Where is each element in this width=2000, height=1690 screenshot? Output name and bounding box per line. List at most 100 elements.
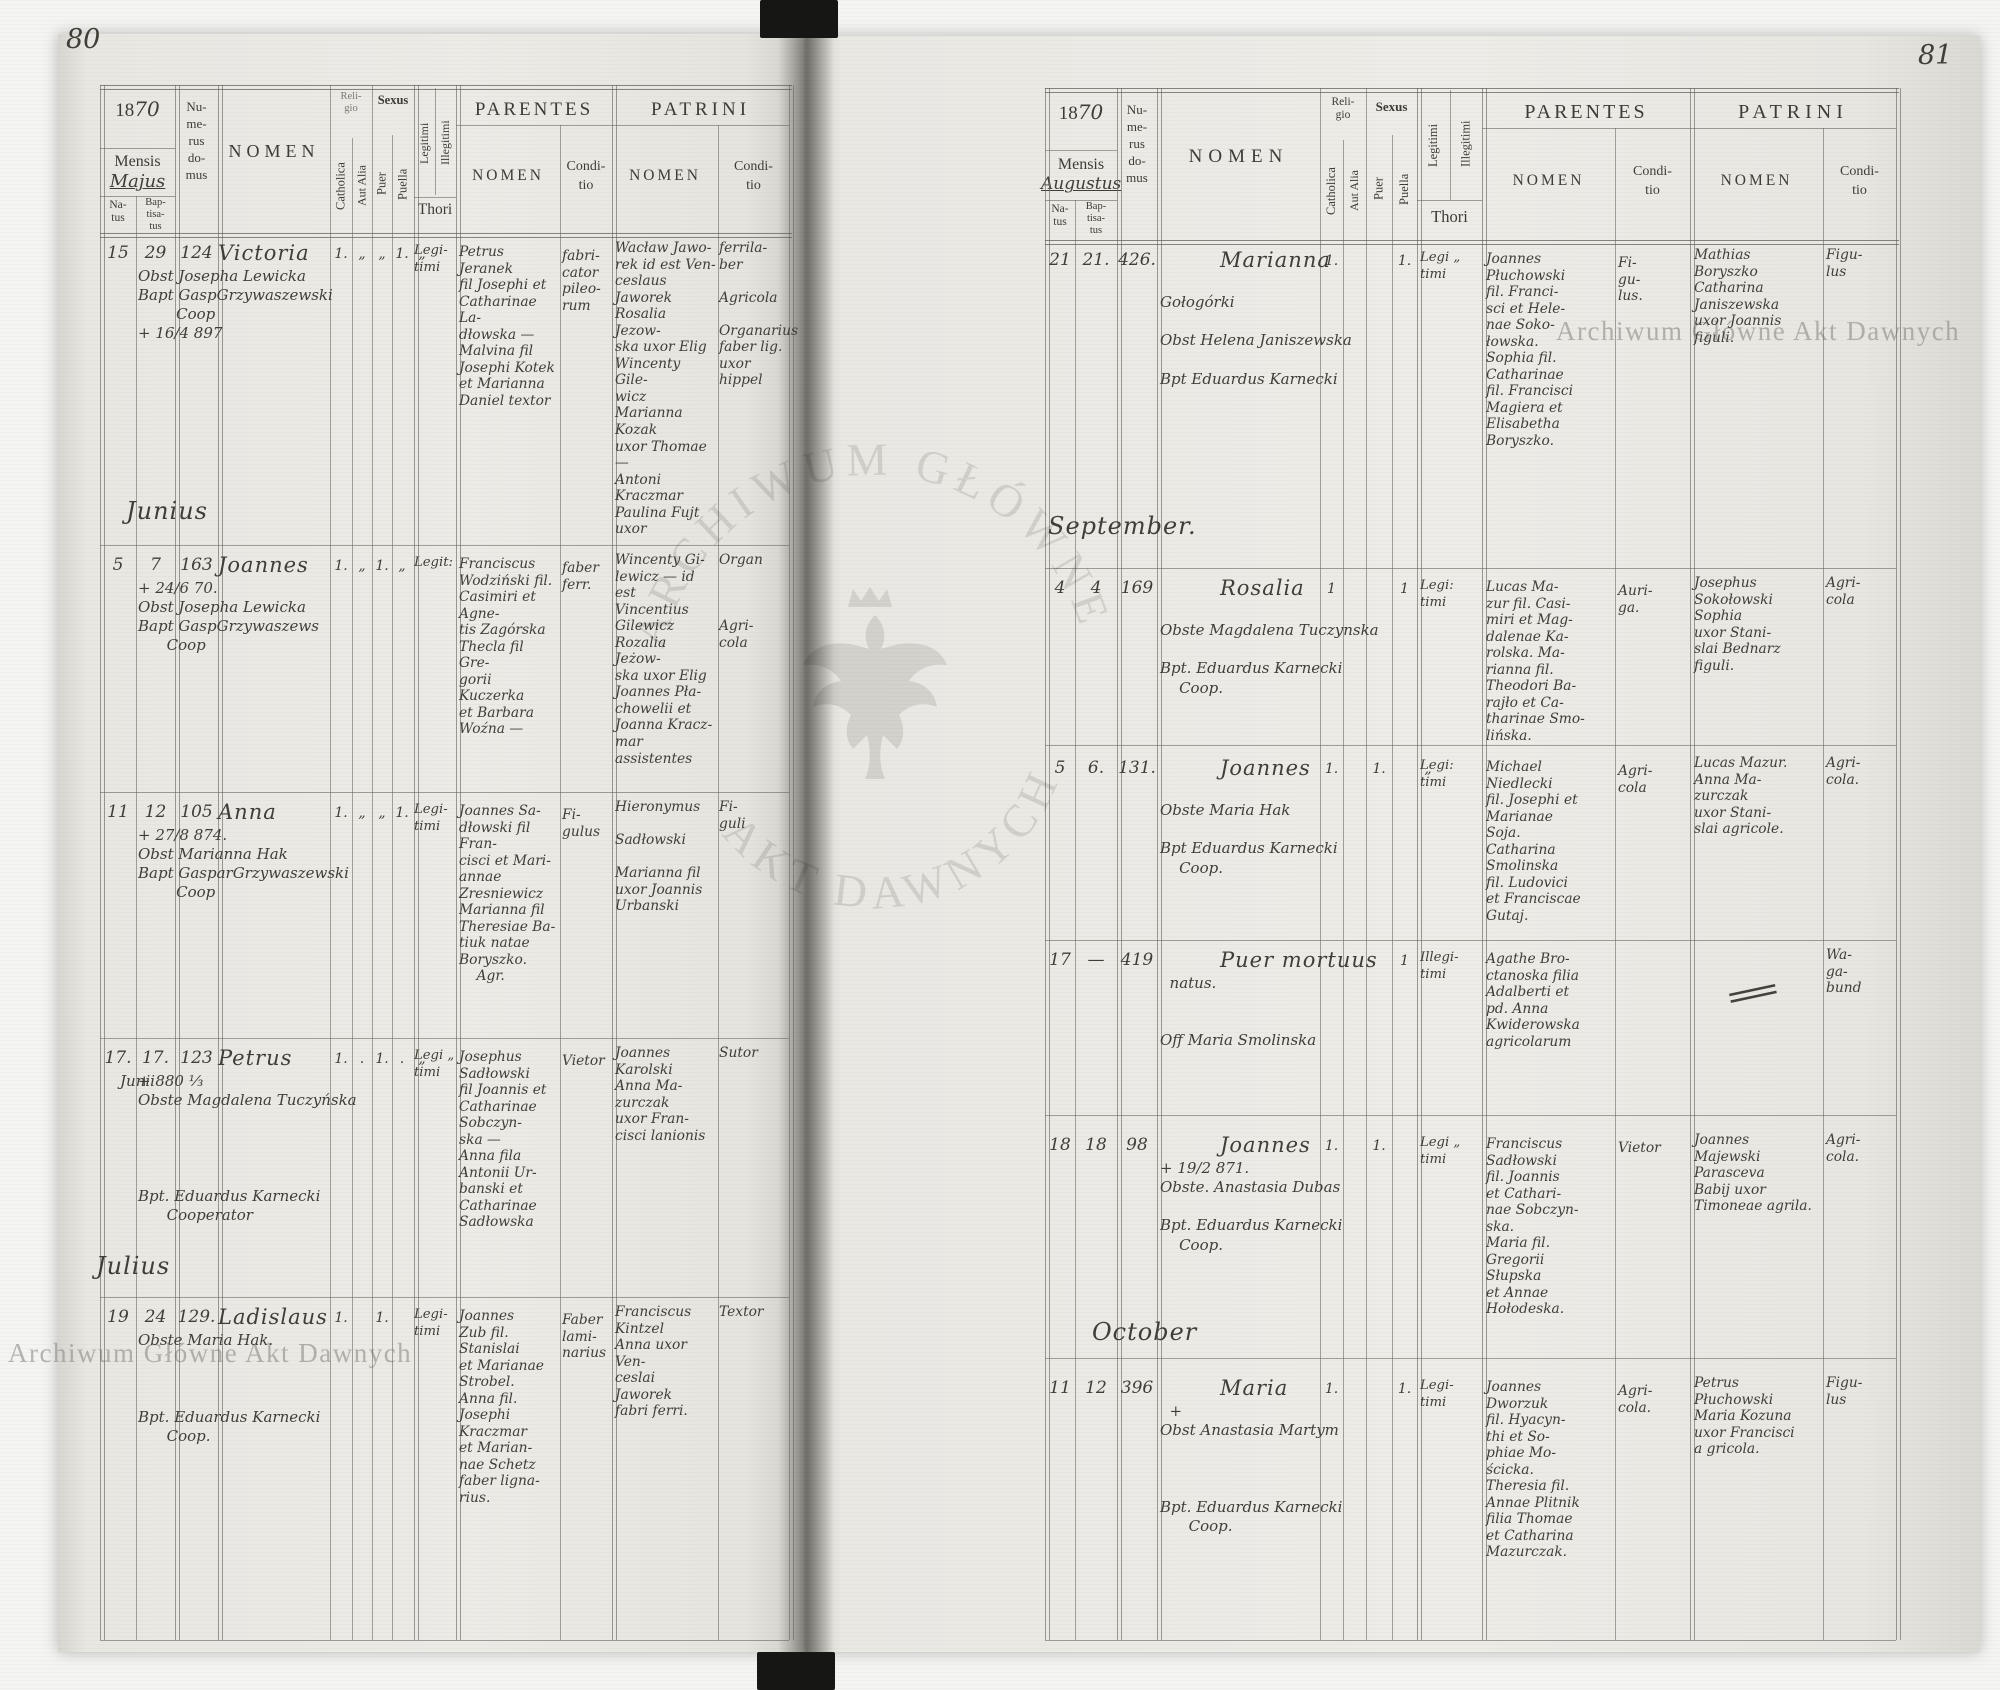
cell-cath: 1	[1327, 581, 1336, 597]
group-header-patrini: PATRINI	[650, 99, 751, 120]
cell-bapt: 12	[144, 802, 167, 822]
column-rule	[330, 85, 331, 1640]
col-header-catholica: Catholica	[1324, 167, 1338, 215]
col-header-puer: Puer	[1371, 177, 1386, 201]
cell-natus: 4	[1054, 578, 1066, 598]
cell-cath: 1.	[334, 558, 348, 574]
cell-domus: 169	[1120, 578, 1154, 598]
column-rule	[435, 88, 436, 195]
cell-patrini: Wacław Jawo- rek id est Ven- ceslaus Jaw…	[615, 240, 716, 538]
row-rule	[1045, 200, 1117, 201]
cell-legit: Legi- timi	[1420, 1378, 1454, 1411]
cell-patrini_cond: Figu- lus	[1826, 247, 1863, 280]
cell-domus: 163	[180, 555, 213, 575]
year-label: 1870	[1045, 100, 1117, 125]
cell-patrini_cond: Figu- lus	[1826, 1375, 1863, 1408]
year-printed: 18	[115, 100, 135, 121]
cell-natus: 11	[1049, 1378, 1071, 1398]
col-header-baptisatus: Bap- tisa- tus	[1085, 201, 1107, 237]
cell-puella: .	[399, 1051, 405, 1067]
column-rule	[136, 196, 137, 1640]
cell-nomen: Ladislaus Obste Maria Hak. Bpt. Eduardus…	[138, 1305, 328, 1445]
col-header-parentes-nomen: NOMEN	[472, 167, 544, 184]
cell-parentes: Josephus Sadłowski fil Joannis et Cathar…	[459, 1049, 547, 1231]
archive-watermark-left: Archiwum Główne Akt Dawnych	[8, 1338, 413, 1368]
cell-legit: Illegi- timi	[1420, 950, 1459, 983]
cell-nomen: Maria + Obst Anastasia Martym Bpt. Eduar…	[1160, 1376, 1343, 1535]
column-rule	[372, 85, 373, 1640]
book-clamp-top	[760, 0, 838, 38]
cell-parentes: Joannes Dworzuk fil. Hyacyn- thi et So- …	[1486, 1379, 1580, 1561]
cell-puer: 1.	[375, 1051, 389, 1067]
col-header-patrini-nomen: NOMEN	[629, 167, 701, 184]
col-header-mensis: Mensis	[1057, 156, 1105, 173]
cell-cath: 1.	[334, 805, 348, 821]
group-header-parentes: PARENTES	[474, 99, 594, 120]
col-header-illegitimi: Illegitimi	[1458, 120, 1473, 168]
col-header-patrini-conditio: Condi- tio	[1840, 164, 1879, 198]
cell-parentes_cond: Vietor	[562, 1053, 605, 1069]
cell-patrini: Josephus Sokołowski Sophia uxor Stani- s…	[1694, 575, 1781, 674]
row-rule	[1045, 568, 1896, 569]
cell-alia: „	[358, 246, 366, 262]
col-header-natus: Na- tus	[109, 199, 127, 225]
cell-nomen: Victoria Obst Josepha Lewicka Bapt GaspG…	[138, 241, 333, 343]
row-rule	[100, 85, 792, 90]
cell-patrini: Joannes Karolski Anna Ma- zurczak uxor F…	[615, 1045, 706, 1144]
month-handwritten: Majus	[109, 171, 166, 192]
column-rule	[456, 85, 461, 1640]
cell-parentes: Joannes Sa- dłowski fil Fran- cisci et M…	[459, 803, 556, 985]
cell-legit: Legi „ timi	[1420, 1135, 1461, 1168]
row-rule	[1045, 150, 1117, 151]
row-rule	[100, 1038, 789, 1039]
cell-alia: „	[358, 558, 366, 574]
row-rule	[100, 1297, 789, 1298]
cell-patrini_cond: Wa- ga- bund	[1826, 947, 1862, 997]
col-header-puer: Puer	[374, 172, 389, 196]
col-header-puella: Puella	[1397, 173, 1411, 205]
cell-bapt: 21.	[1082, 250, 1110, 270]
cell-puer: 1.	[375, 1310, 389, 1326]
cell-nomen: Joannes + 24/6 70. Obst Josepha Lewicka …	[138, 553, 319, 655]
column-rule	[1823, 128, 1824, 1640]
column-rule	[1117, 88, 1122, 1640]
cell-natus: 17	[1049, 950, 1071, 970]
cell-natus: 21	[1049, 250, 1071, 270]
right-page-paper	[806, 36, 1980, 1652]
cell-natus: 11	[107, 802, 129, 822]
left-page-paper	[58, 34, 806, 1652]
cell-domus: 98	[1126, 1135, 1148, 1155]
cell-domus: 129.	[177, 1307, 216, 1327]
cell-bapt: 6.	[1087, 758, 1105, 778]
cell-parentes_cond: Agri- cola.	[1618, 1383, 1653, 1416]
cell-patrini: Joannes Majewski Parasceva Babij uxor Ti…	[1694, 1132, 1812, 1215]
cell-parentes_cond: fabri- cator pileo- rum	[562, 248, 601, 314]
cell-parentes: Joannes Płuchowski fil. Franci- sci et H…	[1486, 251, 1574, 450]
row-rule	[1045, 1640, 1896, 1641]
cell-bapt: 17.	[141, 1048, 170, 1068]
cell-natus: 19	[107, 1307, 129, 1327]
month-section-label: October	[1092, 1318, 1198, 1346]
row-rule	[1482, 128, 1896, 129]
col-header-numerus-domus: Nu- me- rus do- mus	[185, 99, 208, 182]
row-rule	[1045, 745, 1896, 746]
year-handwritten: 70	[1077, 100, 1104, 124]
cell-nomen: Marianna Gołogórki Obst Helena Janiszews…	[1160, 248, 1352, 388]
cell-cath: 1.	[334, 1051, 348, 1067]
cell-parentes_cond: Auri- ga.	[1618, 583, 1653, 616]
row-rule	[456, 125, 789, 126]
cell-nomen: Puer mortuus natus. Off Maria Smolinska	[1160, 948, 1378, 1050]
cell-cath: 1.	[1324, 761, 1339, 777]
cell-parentes_cond: faber ferr.	[562, 560, 599, 593]
cell-puella: 1	[1400, 581, 1409, 597]
column-rule	[1045, 88, 1050, 1640]
column-rule	[1896, 88, 1901, 1640]
cell-parentes: Joannes Zub fil. Stanislai et Marianae S…	[459, 1308, 544, 1507]
col-header-numerus-domus: Nu- me- rus do- mus	[1126, 102, 1148, 185]
cell-patrini_cond: Fi- guli	[719, 799, 746, 832]
column-rule	[352, 138, 353, 1640]
cell-puella: 1.	[395, 805, 409, 821]
column-rule	[100, 85, 105, 1640]
cell-patrini: Hieronymus Sadłowski Marianna fil uxor J…	[615, 799, 703, 915]
cell-parentes_cond: Fi- gulus	[562, 807, 601, 840]
